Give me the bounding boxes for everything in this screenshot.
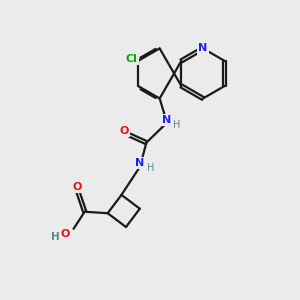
Text: O: O [72,182,81,192]
Text: H: H [51,232,60,242]
Text: O: O [61,229,70,239]
Text: H: H [173,120,180,130]
Text: Cl: Cl [126,54,137,64]
Text: N: N [161,115,171,125]
Text: N: N [135,158,145,168]
Text: H: H [147,163,155,173]
Text: N: N [198,44,208,53]
Text: O: O [120,126,129,136]
